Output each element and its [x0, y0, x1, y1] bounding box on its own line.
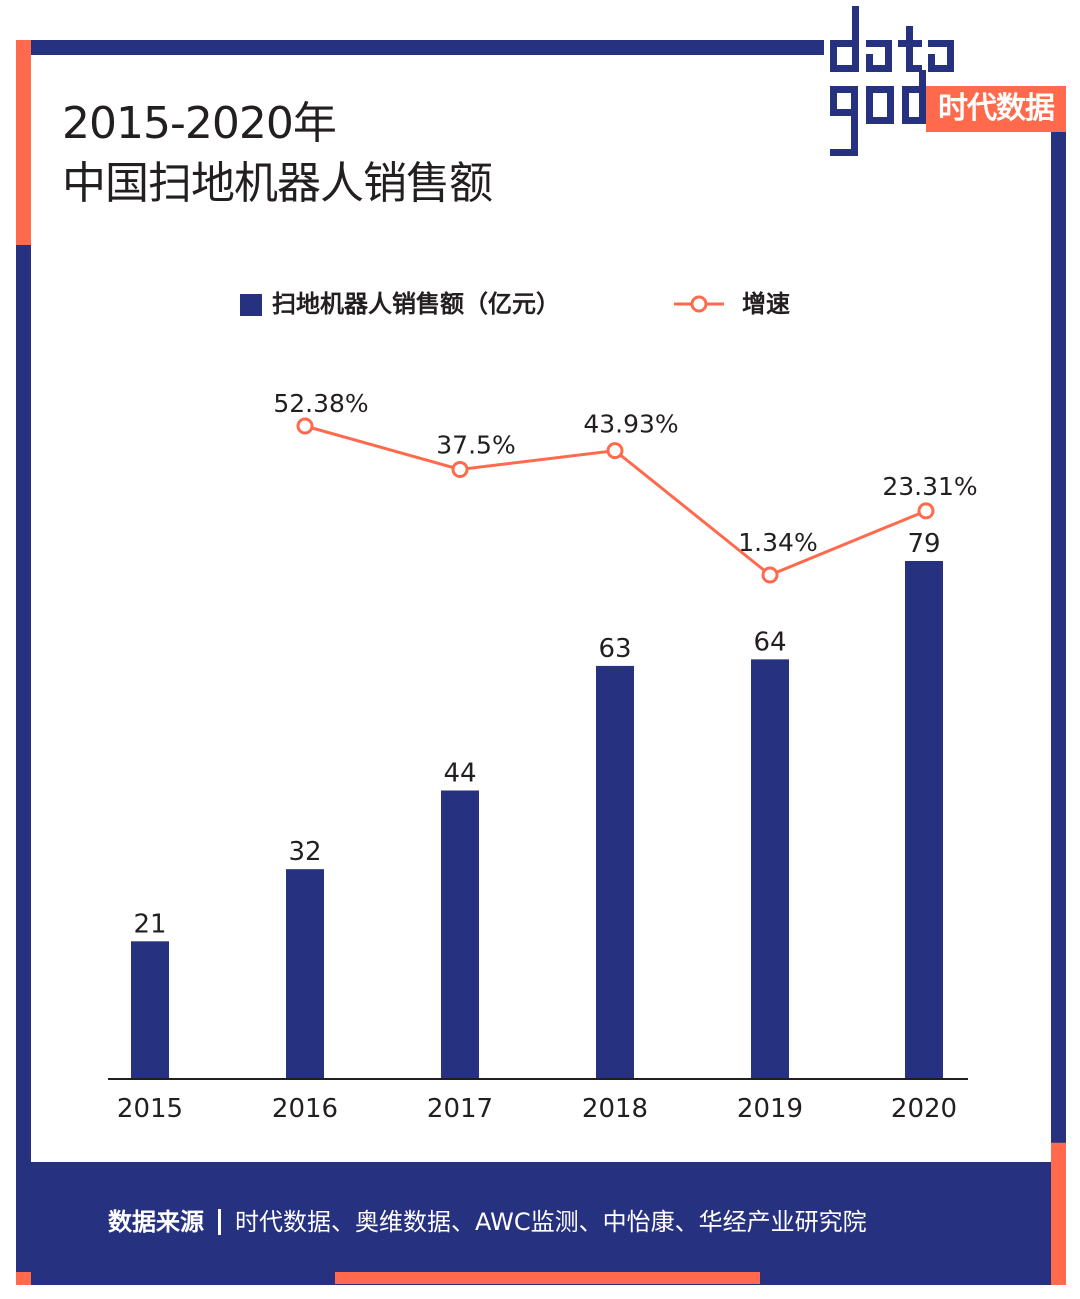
bar-2020	[905, 561, 943, 1079]
x-tick-2015: 2015	[117, 1094, 183, 1124]
bar-2018	[596, 665, 634, 1079]
growth-label-2016: 52.38%	[273, 389, 368, 418]
frame-accent-bottom	[335, 1272, 760, 1284]
x-axis-ticks: 2015 2016 2017 2018 2019 2020	[117, 1094, 957, 1124]
bar-value-label-2016: 32	[288, 837, 321, 867]
frame-top-border	[16, 40, 824, 55]
bar-value-label-2018: 63	[598, 634, 631, 664]
bar-value-label-2017: 44	[443, 758, 476, 788]
bar-2019	[751, 659, 789, 1079]
data-source: 数据来源 时代数据、奥维数据、AWC监测、中怡康、华经产业研究院	[108, 1202, 867, 1242]
chart-legend: 扫地机器人销售额（亿元） 增速	[0, 284, 1080, 324]
growth-point-2018	[606, 442, 624, 460]
chart-plot: 21 32 44 63 64 79 2015 2016 2017 2018 2019 2020 52…	[108, 389, 978, 1124]
growth-line-series: 52.38% 37.5% 43.93% 1.34% 23.31%	[273, 389, 978, 584]
x-tick-2016: 2016	[272, 1094, 338, 1124]
growth-point-2020	[917, 502, 935, 520]
frame-accent-bottom-left	[16, 1272, 31, 1285]
x-tick-2017: 2017	[427, 1094, 493, 1124]
chart-title: 2015-2020年 中国扫地机器人销售额	[62, 94, 493, 214]
bar-2017	[441, 790, 479, 1079]
bar-2015	[131, 941, 169, 1079]
footer-band	[16, 1162, 1066, 1285]
bar-value-label-2019: 64	[753, 627, 786, 657]
legend-line-label: 增速	[742, 290, 790, 318]
bar-2016	[286, 869, 324, 1079]
datagod-logo: datagod	[830, 6, 954, 156]
frame-accent-left	[16, 40, 31, 245]
growth-point-2017	[451, 460, 469, 478]
x-tick-2019: 2019	[737, 1094, 803, 1124]
growth-label-2020: 23.31%	[882, 472, 977, 501]
x-tick-2018: 2018	[582, 1094, 648, 1124]
bar-series: 21 32 44 63 64 79	[131, 529, 943, 1079]
bar-value-label-2020: 79	[907, 529, 940, 559]
growth-point-2019	[761, 566, 779, 584]
frame-left-border	[16, 40, 31, 1285]
growth-label-2018: 43.93%	[583, 410, 678, 439]
legend-bar-swatch	[240, 294, 262, 316]
data-source-key: 数据来源	[108, 1208, 204, 1236]
legend-line-icon	[674, 295, 724, 313]
growth-label-2017: 37.5%	[436, 430, 515, 459]
x-tick-2020: 2020	[891, 1094, 957, 1124]
logo-badge-text: 时代数据	[938, 91, 1055, 126]
chart-title-line2: 中国扫地机器人销售额	[62, 158, 493, 209]
frame-right-border	[1051, 100, 1066, 1285]
growth-label-2019: 1.34%	[738, 528, 817, 557]
chart-title-line1: 2015-2020年	[62, 98, 337, 149]
growth-point-2016	[296, 417, 314, 435]
legend-bar-label: 扫地机器人销售额（亿元）	[272, 290, 560, 318]
data-source-text: 时代数据、奥维数据、AWC监测、中怡康、华经产业研究院	[235, 1208, 867, 1236]
data-source-separator	[218, 1209, 221, 1235]
frame-accent-right	[1051, 1142, 1066, 1285]
bar-value-label-2015: 21	[133, 909, 166, 939]
logo-badge	[926, 86, 1066, 132]
